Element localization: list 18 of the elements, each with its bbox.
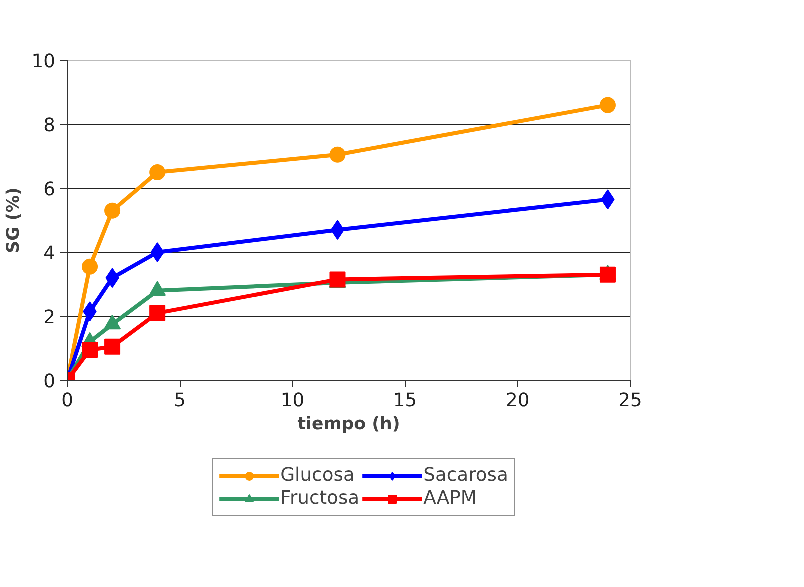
y-tick-label: 6 — [44, 180, 56, 200]
x-tick-label: 5 — [174, 390, 186, 412]
x-tick-label: 25 — [618, 390, 642, 412]
legend-label: Glucosa — [280, 465, 355, 486]
legend-label: AAPM — [424, 488, 478, 509]
y-tick-label: 10 — [32, 52, 56, 72]
y-tick-label: 4 — [44, 244, 56, 264]
y-tick-label: 8 — [44, 116, 56, 136]
x-tick-label: 10 — [280, 390, 305, 412]
y-axis-title: SG (%) — [4, 188, 24, 254]
legend-label: Sacarosa — [424, 465, 508, 486]
x-tick-label: 0 — [62, 390, 74, 412]
y-tick-label: 2 — [44, 308, 56, 328]
legend-label: Fructosa — [280, 488, 360, 509]
x-axis-title: tiempo (h) — [298, 414, 400, 434]
x-tick-label: 15 — [393, 390, 418, 412]
y-tick-label: 0 — [44, 372, 56, 392]
x-tick-label: 20 — [506, 390, 530, 412]
